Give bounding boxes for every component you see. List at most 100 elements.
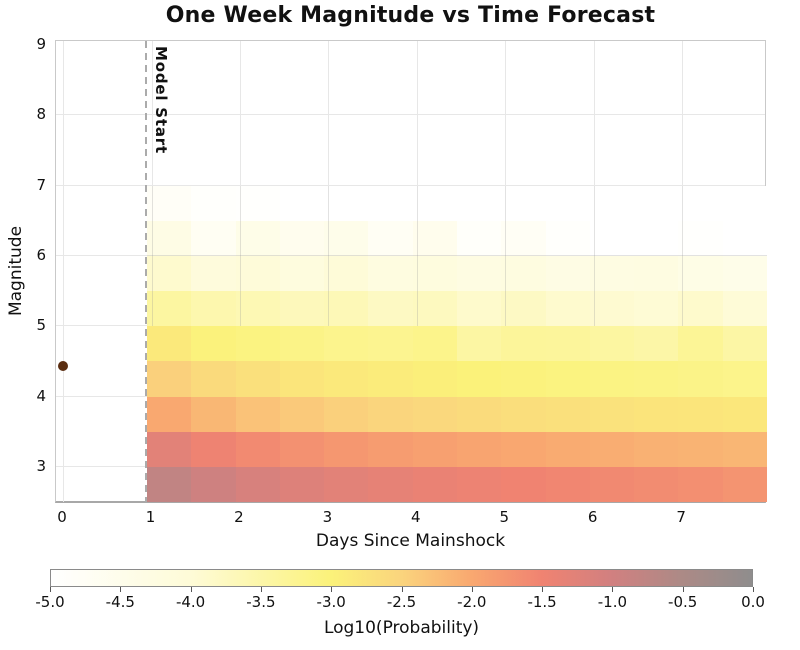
heatmap-cell xyxy=(634,466,679,503)
x-tick-label: 1 xyxy=(145,508,156,526)
heatmap-cell xyxy=(457,361,502,397)
heatmap-cell xyxy=(545,185,591,222)
heatmap-cell xyxy=(235,396,281,433)
heatmap-cell xyxy=(634,326,679,362)
colorbar-tick-label: -0.5 xyxy=(668,593,698,611)
colorbar-tick xyxy=(753,587,754,592)
heatmap-cell xyxy=(589,431,635,468)
heatmap-cell xyxy=(589,466,635,503)
heatmap-cell xyxy=(678,220,724,257)
heatmap-cell xyxy=(324,185,369,222)
colorbar-tick xyxy=(612,587,614,592)
heatmap-cell xyxy=(501,255,547,292)
heatmap-cell xyxy=(147,255,192,292)
gridline-vertical-overlay xyxy=(682,185,684,327)
x-axis-title: Days Since Mainshock xyxy=(315,531,506,551)
heatmap-cell xyxy=(412,466,458,503)
heatmap-cell xyxy=(457,396,502,433)
y-tick-label: 8 xyxy=(36,105,46,124)
heatmap-cell xyxy=(235,220,281,257)
heatmap-cell xyxy=(279,466,325,503)
chart-title: One Week Magnitude vs Time Forecast xyxy=(165,3,656,28)
heatmap-cell xyxy=(501,185,547,222)
heatmap-cell xyxy=(634,361,679,397)
heatmap-cell xyxy=(722,255,768,292)
heatmap-cell xyxy=(324,291,369,327)
heatmap-cell xyxy=(722,361,768,397)
heatmap-cell xyxy=(324,220,369,257)
heatmap-cell xyxy=(545,255,591,292)
gridline-horizontal xyxy=(56,184,765,186)
heatmap-cell xyxy=(634,291,679,327)
heatmap-cell xyxy=(678,431,724,468)
heatmap-cell xyxy=(412,255,458,292)
heatmap-cell xyxy=(678,255,724,292)
colorbar-tick xyxy=(401,587,403,592)
heatmap-cell xyxy=(147,361,192,397)
heatmap-cell xyxy=(678,326,724,362)
heatmap-cell xyxy=(279,220,325,257)
colorbar-tick xyxy=(260,587,262,592)
colorbar-tick xyxy=(471,587,473,592)
heatmap-cell xyxy=(412,396,458,433)
heatmap-cell xyxy=(457,291,502,327)
gridline-horizontal-overlay xyxy=(147,254,767,256)
heatmap-cell xyxy=(457,220,502,257)
colorbar-tick-label: -2.0 xyxy=(457,593,487,611)
colorbar xyxy=(50,569,753,587)
heatmap-cell xyxy=(191,220,237,257)
heatmap-cell xyxy=(412,431,458,468)
heatmap-cell xyxy=(634,255,679,292)
heatmap-cell xyxy=(412,291,458,327)
heatmap-cell xyxy=(368,326,414,362)
heatmap-cell xyxy=(235,326,281,362)
colorbar-tick-label: -5.0 xyxy=(35,593,65,611)
heatmap-cell xyxy=(457,326,502,362)
heatmap-cell xyxy=(279,361,325,397)
colorbar-tick-label: -1.0 xyxy=(597,593,628,611)
heatmap-cell xyxy=(368,220,414,257)
heatmap-cell xyxy=(368,361,414,397)
heatmap-cell xyxy=(412,361,458,397)
heatmap-cell xyxy=(589,291,635,327)
heatmap-cell xyxy=(545,396,591,433)
colorbar-tick xyxy=(682,587,684,592)
gridline-vertical-overlay xyxy=(239,185,241,327)
heatmap-cell xyxy=(191,185,237,222)
heatmap-cell xyxy=(368,185,414,222)
gridline-vertical-overlay xyxy=(151,185,153,327)
heatmap-cell xyxy=(191,466,237,503)
x-tick-label: 0 xyxy=(57,508,67,526)
colorbar-tick-label: -4.5 xyxy=(105,593,135,611)
heatmap-cell xyxy=(147,466,192,503)
heatmap-cell xyxy=(634,396,679,433)
heatmap-cell xyxy=(545,291,591,327)
plot-area: Model Start xyxy=(55,40,768,503)
heatmap-cell xyxy=(324,431,369,468)
heatmap-cell xyxy=(457,431,502,468)
heatmap-cell xyxy=(279,255,325,292)
x-tick-label: 3 xyxy=(322,508,333,526)
heatmap-cell xyxy=(147,291,192,327)
colorbar-tick-label: -4.0 xyxy=(175,593,206,611)
heatmap-cell xyxy=(545,220,591,257)
heatmap-cell xyxy=(324,326,369,362)
heatmap-cell xyxy=(191,255,237,292)
y-axis-title: Magnitude xyxy=(6,225,26,317)
heatmap-cell xyxy=(589,220,635,257)
heatmap-cell xyxy=(501,326,547,362)
heatmap-cell xyxy=(279,431,325,468)
heatmap-cell xyxy=(722,326,768,362)
heatmap-cell xyxy=(191,291,237,327)
heatmap-cell xyxy=(457,255,502,292)
heatmap-cell xyxy=(147,396,192,433)
colorbar-tick-label: -3.5 xyxy=(246,593,276,611)
heatmap-cell xyxy=(678,396,724,433)
colorbar-tick-label: -3.0 xyxy=(316,593,346,611)
gridline-vertical-overlay xyxy=(328,185,330,327)
heatmap-cell xyxy=(678,185,724,222)
heatmap-cell xyxy=(147,431,192,468)
gridline-vertical xyxy=(63,41,65,502)
heatmap-cell xyxy=(368,466,414,503)
